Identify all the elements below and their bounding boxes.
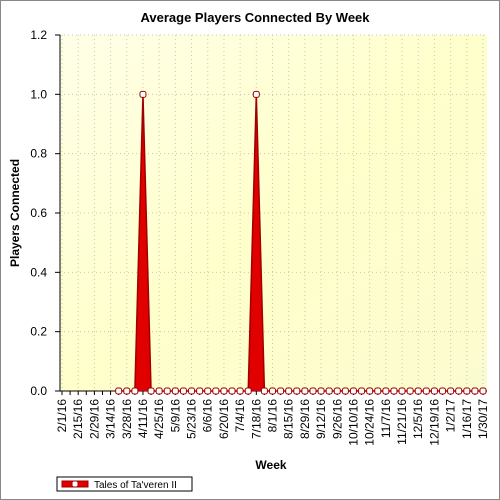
marker: [463, 387, 471, 395]
marker: [358, 387, 366, 395]
x-tick-label: 2/15/16: [71, 399, 85, 439]
marker: [439, 387, 447, 395]
x-tick-label: 11/21/16: [395, 399, 409, 445]
y-tick-label: 0.8: [30, 147, 47, 161]
y-axis-label: Players Connected: [8, 159, 22, 267]
marker: [244, 387, 252, 395]
legend: [56, 476, 193, 492]
marker: [131, 387, 139, 395]
x-tick-label: 8/15/16: [282, 399, 296, 439]
y-tick-label: 1.0: [30, 87, 47, 101]
marker: [188, 387, 196, 395]
marker: [179, 387, 187, 395]
x-tick-label: 1/30/17: [476, 399, 490, 439]
x-tick-label: 7/18/16: [249, 399, 263, 439]
x-tick-label: 12/5/16: [411, 399, 425, 439]
marker: [333, 387, 341, 395]
x-tick-label: 4/11/16: [136, 399, 150, 438]
x-tick-label: 9/12/16: [314, 399, 328, 439]
x-tick-label: 10/10/16: [346, 399, 360, 446]
marker: [374, 387, 382, 395]
x-tick-label: 5/23/16: [185, 399, 199, 439]
y-tick-label: 0.2: [30, 325, 47, 339]
x-tick-label: 6/20/16: [217, 399, 231, 439]
marker: [382, 387, 390, 395]
marker: [236, 387, 244, 395]
x-tick-label: 2/29/16: [87, 399, 101, 439]
marker: [341, 387, 349, 395]
marker: [471, 387, 479, 395]
legend-label: Tales of Ta'veren II: [94, 480, 177, 491]
marker: [115, 387, 123, 395]
marker: [366, 387, 374, 395]
marker: [309, 387, 317, 395]
marker: [220, 387, 228, 395]
x-tick-label: 12/19/16: [427, 399, 441, 446]
marker: [349, 387, 357, 395]
marker: [301, 387, 309, 395]
x-tick-label: 10/24/16: [363, 399, 377, 446]
marker: [422, 387, 430, 395]
marker: [212, 387, 220, 395]
x-tick-label: 9/26/16: [330, 399, 344, 439]
x-tick-label: 1/2/17: [444, 399, 458, 433]
marker: [269, 387, 276, 395]
marker: [228, 387, 236, 395]
line: [118, 94, 483, 392]
marker: [325, 387, 333, 395]
x-tick-label: 2/1/16: [55, 399, 69, 433]
x-tick-label: 1/16/17: [460, 399, 474, 439]
x-tick-label: 8/1/16: [266, 399, 280, 433]
marker: [398, 387, 406, 395]
x-axis-label: Week: [255, 458, 286, 472]
marker: [147, 387, 155, 395]
y-tick-label: 0.4: [30, 265, 47, 279]
marker: [204, 387, 212, 395]
marker: [171, 387, 179, 395]
marker: [252, 90, 260, 98]
marker: [277, 387, 285, 395]
x-tick-label: 3/28/16: [120, 399, 134, 439]
marker: [285, 387, 293, 395]
marker: [293, 387, 301, 395]
x-tick-label: 4/25/16: [152, 399, 166, 439]
y-tick-label: 1.2: [30, 28, 47, 42]
marker: [317, 387, 325, 395]
marker: [163, 387, 171, 395]
marker: [260, 387, 268, 395]
x-tick-label: 3/14/16: [104, 399, 118, 439]
x-tick-label: 6/6/16: [201, 399, 215, 433]
x-tick-label: 8/29/16: [298, 399, 312, 439]
legend-marker: [71, 480, 79, 488]
chart-title: Average Players Connected By Week: [140, 10, 370, 25]
marker: [414, 387, 422, 395]
y-tick-label: 0.6: [30, 206, 47, 220]
x-tick-label: 7/4/16: [233, 399, 247, 433]
marker: [479, 387, 487, 395]
marker: [390, 387, 398, 395]
marker: [196, 387, 204, 395]
marker: [455, 387, 463, 395]
x-tick-label: 5/9/16: [168, 399, 182, 433]
marker: [123, 387, 131, 395]
y-tick-label: 0.0: [30, 384, 47, 398]
marker: [447, 387, 455, 395]
x-tick-label: 11/7/16: [379, 399, 393, 438]
plot-area: [60, 35, 487, 391]
marker: [155, 387, 163, 395]
marker: [139, 90, 147, 98]
marker: [430, 387, 438, 395]
marker: [406, 387, 414, 395]
